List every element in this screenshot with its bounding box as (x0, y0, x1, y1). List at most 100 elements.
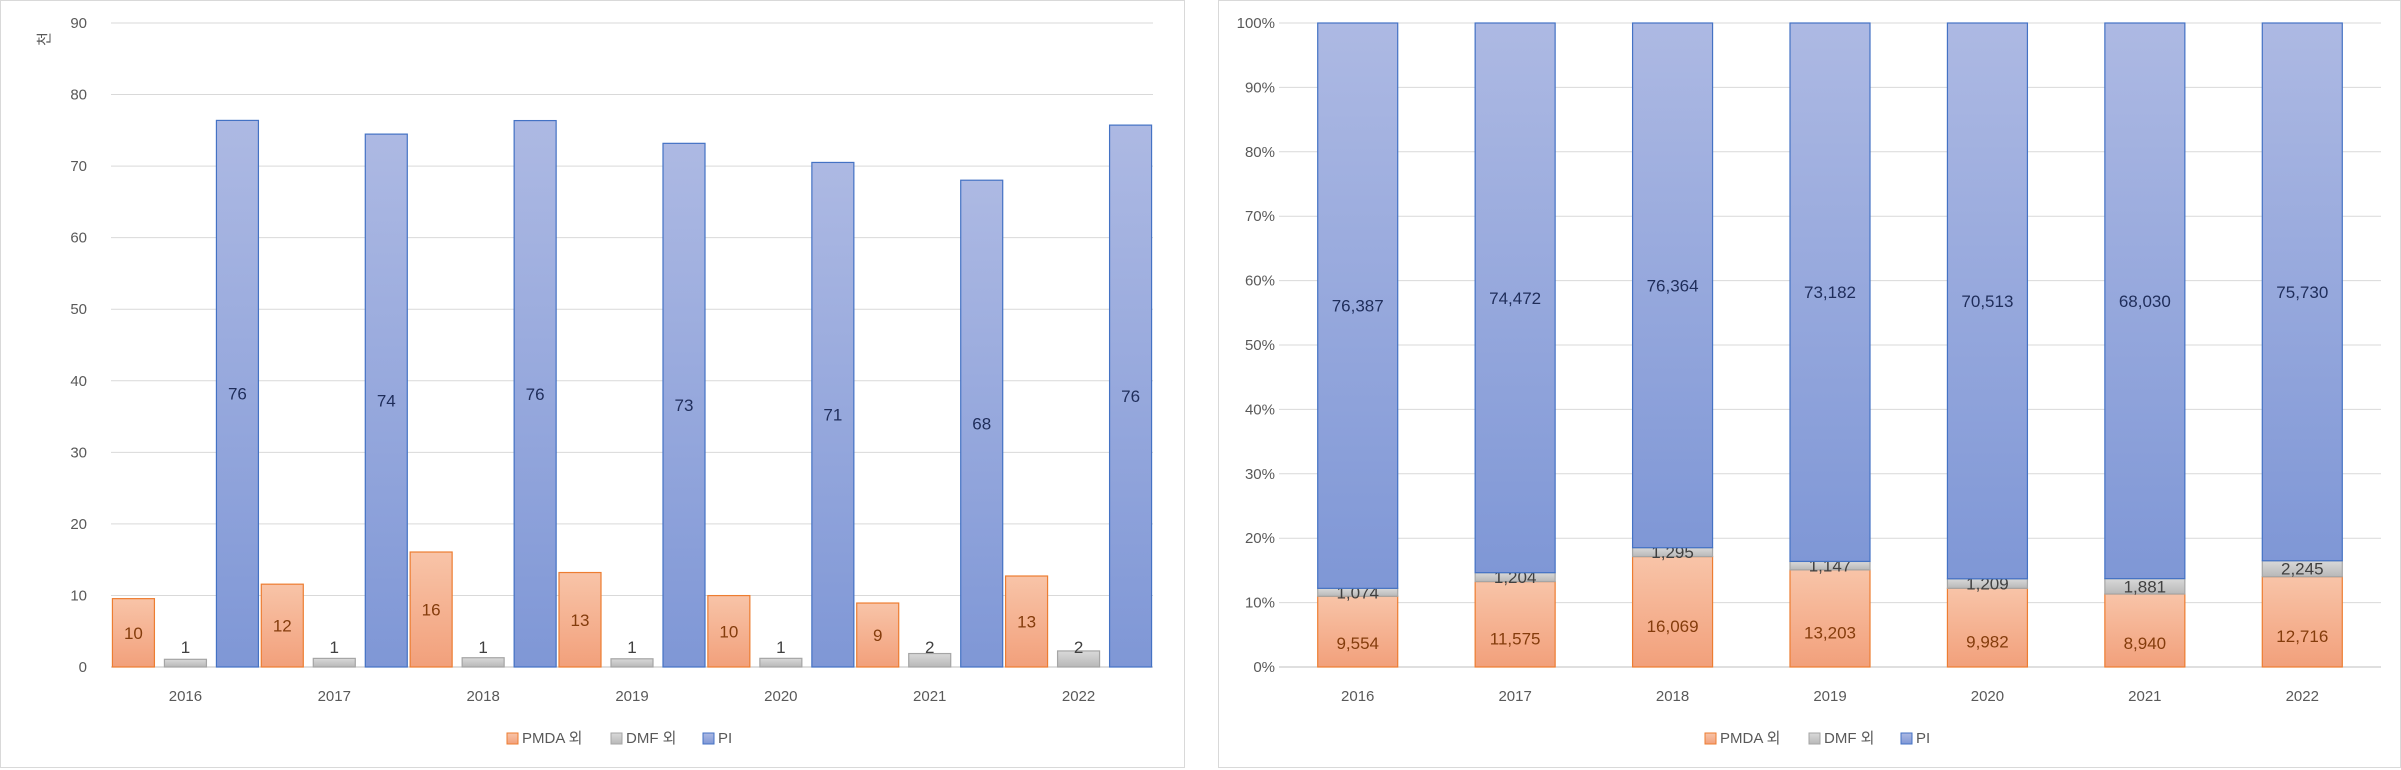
legend-swatch-pmda (1704, 732, 1717, 745)
y-tick-label: 20 (70, 516, 87, 533)
x-tick-label: 2019 (1813, 688, 1846, 705)
data-label-pi: 76 (526, 385, 545, 404)
data-label-dmf: 1 (330, 638, 339, 657)
bar-pmda (1004, 575, 1049, 668)
bar-pmda (856, 602, 900, 668)
y-tick-label: 100% (1237, 15, 1275, 32)
legend-label-pi: PI (718, 730, 732, 747)
data-label-pi: 73,182 (1804, 283, 1856, 302)
data-label-dmf: 1,881 (2124, 577, 2167, 596)
stacked-bar-pi (2104, 22, 2186, 580)
y-axis-unit: 천 (36, 32, 53, 46)
data-label-pi: 75,730 (2276, 283, 2328, 302)
stacked-bar-pi (1946, 22, 2029, 580)
y-tick-label: 80 (70, 87, 87, 104)
bar-pi (364, 133, 408, 668)
data-label-pmda: 9,554 (1336, 634, 1379, 653)
bar-dmf (908, 652, 952, 668)
stacked-bar-pmda (1317, 595, 1399, 668)
x-tick-label: 2022 (1062, 688, 1095, 705)
y-tick-label: 60 (70, 230, 87, 247)
data-label-dmf: 1 (181, 638, 190, 657)
stacked-bar-pi (2261, 22, 2343, 562)
legend-label-pmda: PMDA 외 (522, 730, 582, 747)
bar-pi (1108, 124, 1153, 668)
data-label-pi: 74 (377, 392, 396, 411)
data-label-pmda: 11,575 (1490, 629, 1541, 648)
legend-label-dmf: DMF 외 (1824, 730, 1874, 747)
y-tick-label: 60% (1245, 273, 1275, 290)
bar-pi (215, 119, 260, 668)
y-tick-label: 50 (70, 301, 87, 318)
stacked-bar-pmda (1946, 587, 2029, 668)
data-label-dmf: 2 (925, 638, 934, 657)
x-tick-label: 2021 (2128, 688, 2161, 705)
data-label-pi: 74,472 (1489, 289, 1541, 308)
bar-pmda (558, 571, 602, 668)
y-tick-label: 40% (1245, 401, 1275, 418)
data-label-dmf: 1 (627, 638, 636, 657)
bar-dmf (461, 657, 505, 668)
data-label-dmf: 2 (1074, 638, 1083, 657)
x-tick-label: 2016 (169, 688, 202, 705)
data-label-pi: 76 (228, 385, 247, 404)
data-label-pmda: 10 (719, 622, 738, 641)
y-tick-label: 70 (70, 158, 87, 175)
legend-label-dmf: DMF 외 (626, 730, 676, 747)
legend-label-pi: PI (1916, 730, 1930, 747)
bar-pi (960, 179, 1004, 668)
data-label-pi: 76 (1121, 387, 1140, 406)
legend-swatch-pi (1900, 732, 1913, 745)
legend-swatch-dmf (610, 732, 623, 745)
data-label-pmda: 12 (273, 617, 292, 636)
data-label-pi: 71 (823, 406, 842, 425)
grouped-bar-chart-panel: 0 10 20 30 40 50 60 70 80 90 천 2016 10 1 76 2017 12 1 74 20… (0, 0, 1185, 768)
stacked-bar-pmda (1631, 555, 1714, 668)
bar-dmf (759, 657, 803, 668)
bar-pi (662, 142, 706, 668)
data-label-dmf: 2,245 (2281, 560, 2324, 579)
y-tick-label: 90 (70, 15, 87, 32)
data-label-pmda: 9 (873, 626, 882, 645)
x-tick-label: 2018 (1656, 688, 1689, 705)
x-tick-label: 2017 (1498, 688, 1531, 705)
data-label-pmda: 16,069 (1647, 617, 1699, 636)
bar-pi (513, 119, 557, 668)
data-label-pmda: 13,203 (1804, 623, 1856, 642)
bar-pmda (111, 598, 156, 668)
stacked-bar-pi (1317, 22, 1399, 589)
grouped-bar-chart: 0102030405060708090천20161017620171217420… (36, 15, 1153, 747)
y-tick-label: 80% (1245, 144, 1275, 161)
bar-dmf (610, 658, 654, 668)
y-tick-label: 10 (70, 587, 87, 604)
y-tick-label: 0% (1253, 659, 1275, 676)
data-label-pmda: 12,716 (2276, 627, 2328, 646)
stacked-bar-pmda (2261, 576, 2343, 668)
y-tick-label: 50% (1245, 337, 1275, 354)
bar-dmf (163, 658, 208, 668)
data-label-pi: 76,364 (1647, 276, 1699, 295)
y-tick-label: 90% (1245, 79, 1275, 96)
data-label-pi: 73 (675, 396, 694, 415)
y-tick-label: 10% (1245, 595, 1275, 612)
legend-label-pmda: PMDA 외 (1720, 730, 1780, 747)
stacked-bar-pmda (1474, 580, 1556, 668)
x-tick-label: 2022 (2286, 688, 2319, 705)
data-label-pmda: 8,940 (2124, 634, 2167, 653)
bar-dmf (1056, 650, 1101, 668)
x-tick-label: 2021 (913, 688, 946, 705)
data-label-pmda: 9,982 (1966, 633, 2009, 652)
y-tick-label: 30% (1245, 466, 1275, 483)
legend-swatch-dmf (1808, 732, 1821, 745)
stacked-bar-pi (1631, 22, 1714, 549)
percent-stacked-bar-chart: 0% 10% 20% 30% 40% 50% 60% 70% 80% 90% 100% 2016 9,5… (1237, 15, 2381, 747)
y-tick-label: 20% (1245, 530, 1275, 547)
data-label-pi: 68,030 (2119, 292, 2171, 311)
data-label-pi: 76,387 (1332, 297, 1384, 316)
y-tick-label: 30 (70, 444, 87, 461)
bar-pi (811, 161, 855, 668)
percent-stacked-bar-chart-panel: 0% 10% 20% 30% 40% 50% 60% 70% 80% 90% 100% 2016 9,5… (1218, 0, 2401, 768)
y-tick-label: 70% (1245, 208, 1275, 225)
y-tick-label: 0 (79, 659, 87, 676)
x-tick-label: 2017 (318, 688, 351, 705)
